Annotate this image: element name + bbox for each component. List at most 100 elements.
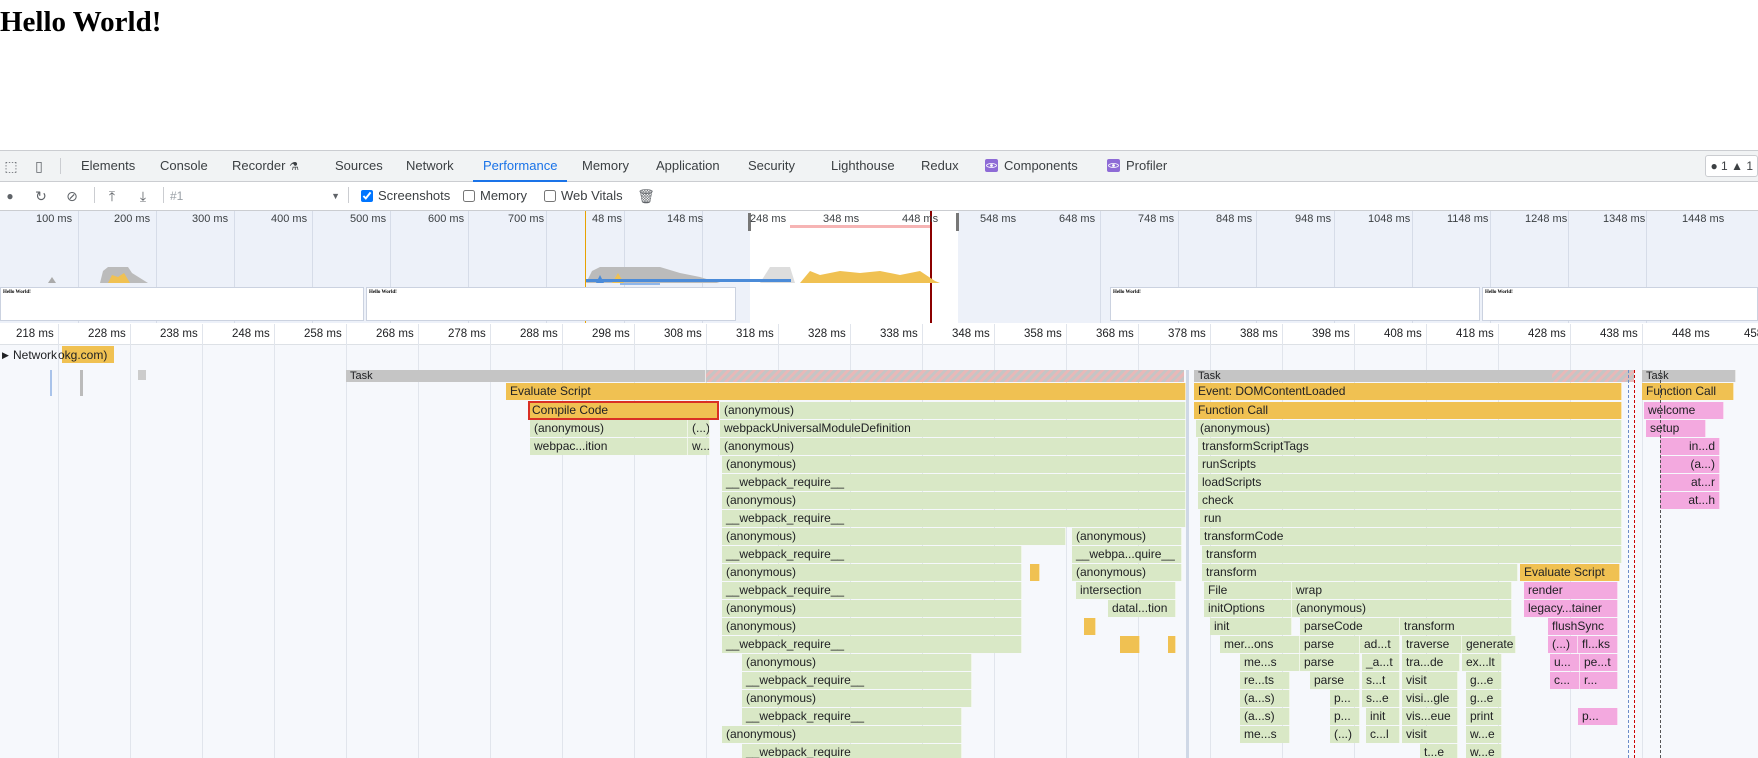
flame-entry[interactable] xyxy=(1030,564,1040,581)
flame-entry[interactable]: transform xyxy=(1202,546,1622,563)
flame-entry[interactable]: r... xyxy=(1580,672,1618,689)
flame-entry[interactable]: (anonymous) xyxy=(742,690,972,707)
tab-performance[interactable]: Performance xyxy=(472,151,568,182)
flame-entry[interactable]: parse xyxy=(1300,636,1360,653)
flame-entry[interactable]: intersection xyxy=(1076,582,1176,599)
flame-entry[interactable]: (anonymous) xyxy=(722,528,1066,545)
flame-entry[interactable]: generate xyxy=(1462,636,1516,653)
flame-entry[interactable]: render xyxy=(1524,582,1618,599)
flame-entry[interactable]: print xyxy=(1466,708,1502,725)
flame-entry[interactable]: setup xyxy=(1646,420,1706,437)
tab-sources[interactable]: Sources xyxy=(335,158,383,173)
flame-entry[interactable]: flushSync xyxy=(1548,618,1618,635)
flame-entry[interactable]: webpackUniversalModuleDefinition xyxy=(720,420,1186,437)
flame-entry[interactable]: transformScriptTags xyxy=(1198,438,1622,455)
flame-entry[interactable]: w...e xyxy=(1466,744,1502,758)
flame-entry[interactable]: mer...ons xyxy=(1220,636,1300,653)
flame-entry[interactable]: (...) xyxy=(1330,726,1360,743)
flame-entry[interactable]: c...l xyxy=(1366,726,1400,743)
function-call-block[interactable]: Function Call xyxy=(1642,383,1734,400)
flame-entry[interactable]: p... xyxy=(1330,708,1360,725)
flame-entry[interactable]: transformCode xyxy=(1200,528,1622,545)
screenshots-checkbox[interactable]: Screenshots xyxy=(361,187,450,205)
task-block[interactable]: Task xyxy=(1642,370,1736,382)
network-request-bar[interactable] xyxy=(62,346,114,363)
flame-entry[interactable]: parse xyxy=(1300,654,1360,671)
flame-entry[interactable]: init xyxy=(1366,708,1400,725)
flame-entry[interactable]: init xyxy=(1210,618,1292,635)
record-icon[interactable]: ● xyxy=(6,189,14,203)
issues-counter[interactable]: ● 1 ▲ 1 xyxy=(1705,155,1758,177)
tab-security[interactable]: Security xyxy=(748,158,795,173)
tab-memory[interactable]: Memory xyxy=(582,158,629,173)
selection-right-handle[interactable] xyxy=(956,213,959,231)
flame-entry[interactable]: w...e xyxy=(1466,726,1502,743)
flame-entry[interactable]: __webpack_require__ xyxy=(722,510,1186,527)
flame-entry[interactable]: fl...ks xyxy=(1578,636,1618,653)
upload-icon[interactable]: ⤒ xyxy=(108,188,116,204)
tab-components[interactable]: Components xyxy=(985,151,1078,181)
inspect-element-icon[interactable]: ⬚ xyxy=(4,158,18,174)
flame-entry[interactable]: w... xyxy=(688,438,710,455)
flame-entry[interactable]: t...e xyxy=(1420,744,1458,758)
flame-entry[interactable]: pe...t xyxy=(1580,654,1618,671)
flame-entry[interactable]: g...e xyxy=(1466,690,1502,707)
flame-entry[interactable]: (anonymous) xyxy=(720,402,1186,419)
compile-code-block[interactable]: Compile Code xyxy=(528,402,718,419)
memory-toggle[interactable] xyxy=(463,190,475,202)
flame-entry[interactable]: c... xyxy=(1550,672,1580,689)
reload-icon[interactable]: ↻ xyxy=(35,188,47,204)
flame-entry[interactable]: (anonymous) xyxy=(1072,564,1182,581)
flame-entry[interactable]: File xyxy=(1204,582,1292,599)
evaluate-script-block[interactable]: Evaluate Script xyxy=(1520,564,1620,581)
trash-icon[interactable]: 🗑 xyxy=(637,188,655,204)
selection-left-handle[interactable] xyxy=(748,213,751,231)
tab-recorder[interactable]: Recorder ⚗ xyxy=(232,151,299,181)
flame-entry[interactable]: datal...tion xyxy=(1108,600,1176,617)
flame-entry[interactable]: __webpack_require__ xyxy=(722,582,1022,599)
flame-entry[interactable]: s...t xyxy=(1362,672,1400,689)
profile-select[interactable]: #1 ▼ xyxy=(170,187,340,205)
flame-entry[interactable]: (anonymous) xyxy=(722,456,1186,473)
flame-entry[interactable]: visit xyxy=(1402,726,1458,743)
flame-entry[interactable]: ad...t xyxy=(1360,636,1400,653)
evaluate-script-block[interactable]: Evaluate Script xyxy=(506,383,1186,400)
flame-entry[interactable]: traverse xyxy=(1402,636,1462,653)
flame-entry[interactable]: (anonymous) xyxy=(1292,600,1512,617)
tab-network[interactable]: Network xyxy=(406,158,454,173)
screenshots-toggle[interactable] xyxy=(361,190,373,202)
flame-entry[interactable]: (anonymous) xyxy=(720,438,1186,455)
network-track[interactable]: ▶ Network okg.com) xyxy=(0,346,130,364)
flame-entry[interactable]: __webpack_require__ xyxy=(722,474,1186,491)
flame-entry[interactable]: __webpack_require__ xyxy=(742,708,962,725)
tab-elements[interactable]: Elements xyxy=(81,158,136,173)
web-vitals-toggle[interactable] xyxy=(544,190,556,202)
task-block[interactable]: Task xyxy=(346,370,706,382)
flame-entry[interactable]: _a...t xyxy=(1362,654,1400,671)
clear-icon[interactable]: ⊘ xyxy=(66,188,78,204)
flame-entry[interactable]: initOptions xyxy=(1204,600,1292,617)
flame-entry[interactable]: s...e xyxy=(1362,690,1400,707)
flame-entry[interactable]: parseCode xyxy=(1300,618,1400,635)
flame-entry[interactable]: run xyxy=(1200,510,1622,527)
memory-checkbox[interactable]: Memory xyxy=(463,187,527,205)
flame-entry[interactable]: wrap xyxy=(1292,582,1512,599)
flame-entry[interactable]: p... xyxy=(1330,690,1360,707)
flame-entry[interactable]: (anonymous) xyxy=(722,564,1022,581)
flame-entry[interactable]: transform xyxy=(1202,564,1518,581)
flame-entry[interactable]: g...e xyxy=(1466,672,1502,689)
flame-entry[interactable] xyxy=(1120,636,1140,653)
download-icon[interactable]: ⤓ xyxy=(139,188,147,204)
tab-profiler[interactable]: Profiler xyxy=(1107,151,1167,181)
web-vitals-checkbox[interactable]: Web Vitals xyxy=(544,187,623,205)
flame-entry[interactable]: re...ts xyxy=(1240,672,1290,689)
tab-redux[interactable]: Redux xyxy=(921,158,959,173)
tab-lighthouse[interactable]: Lighthouse xyxy=(831,158,895,173)
flame-entry[interactable]: loadScripts xyxy=(1198,474,1622,491)
flame-entry[interactable]: (anonymous) xyxy=(1196,420,1622,437)
flame-entry[interactable]: parse xyxy=(1310,672,1360,689)
event-block[interactable]: Event: DOMContentLoaded xyxy=(1194,383,1622,400)
flame-entry[interactable]: webpac...ition xyxy=(530,438,688,455)
flame-entry[interactable]: __webpack_require__ xyxy=(722,636,1022,653)
flame-entry[interactable]: (a...s) xyxy=(1240,708,1290,725)
